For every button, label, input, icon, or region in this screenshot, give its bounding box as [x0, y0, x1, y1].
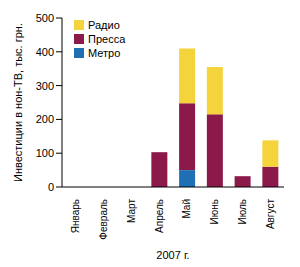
svg-text:2007 г.: 2007 г.	[156, 249, 189, 259]
svg-text:Инвестиции в нон-ТВ, тыс. грн.: Инвестиции в нон-ТВ, тыс. грн.	[12, 23, 24, 182]
svg-text:Январь: Январь	[70, 199, 81, 233]
svg-text:Март: Март	[126, 199, 137, 223]
svg-text:Август: Август	[265, 199, 276, 230]
svg-text:Февраль: Февраль	[98, 199, 109, 240]
svg-text:Июнь: Июнь	[209, 199, 220, 224]
html-text:Пресса: Пресса	[88, 33, 126, 45]
html-text:Радио: Радио	[88, 19, 120, 31]
svg-text:0: 0	[48, 181, 54, 193]
svg-text:200: 200	[36, 113, 54, 125]
svg-text:100: 100	[36, 147, 54, 159]
svg-text:300: 300	[36, 80, 54, 92]
svg-text:Июль: Июль	[237, 199, 248, 225]
svg-text:Май: Май	[181, 199, 192, 219]
svg-text:400: 400	[36, 46, 54, 58]
svg-text:500: 500	[36, 12, 54, 24]
html-text:Метро: Метро	[88, 47, 121, 59]
svg-text:Апрель: Апрель	[154, 199, 165, 233]
